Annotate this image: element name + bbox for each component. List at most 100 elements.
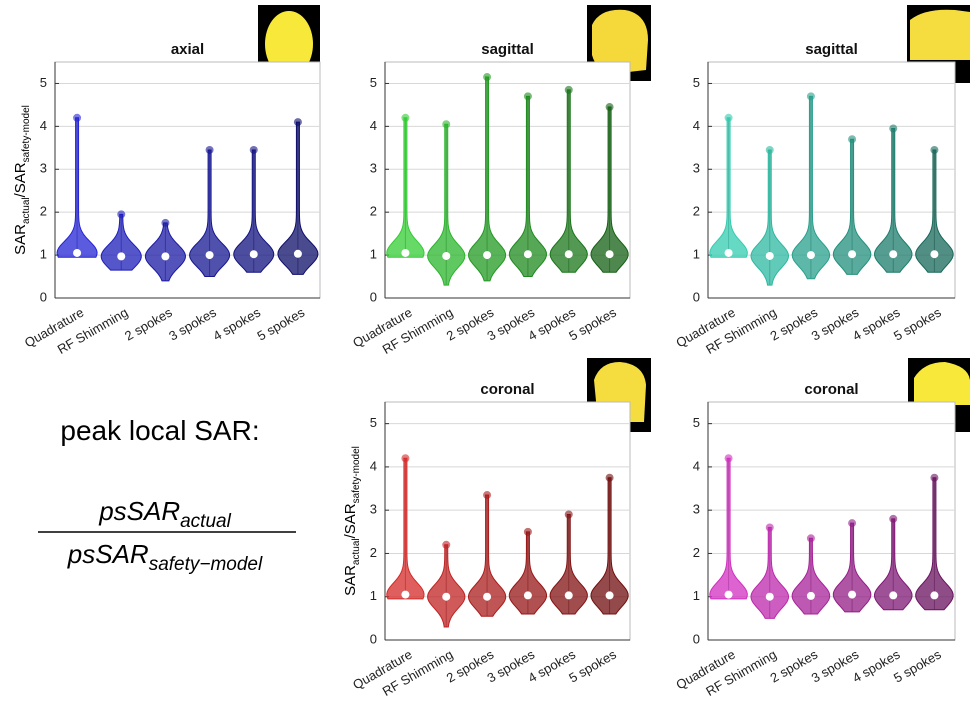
median-dot (206, 251, 214, 259)
max-point (117, 210, 125, 218)
y-tick-label: 2 (370, 204, 377, 219)
max-point (524, 528, 532, 536)
max-point (848, 135, 856, 143)
y-label-base: SAR (12, 224, 29, 255)
y-tick-label: 3 (693, 502, 700, 517)
median-dot (807, 251, 815, 259)
max-point (565, 511, 573, 519)
formula-numerator: psSARactual (98, 496, 231, 532)
formula: peak local SAR: psSARactual psSARsafety−… (38, 415, 296, 575)
median-dot (807, 592, 815, 600)
numerator-base: psSAR (98, 496, 180, 526)
denominator-sub: safety−model (149, 554, 263, 575)
thumbnail-head (910, 10, 970, 60)
y-tick-label: 2 (370, 545, 377, 560)
median-dot (606, 591, 614, 599)
max-point (725, 454, 733, 462)
plot-area (385, 62, 630, 298)
y-tick-label: 1 (693, 588, 700, 603)
y-tick-label: 4 (40, 118, 47, 133)
x-tick-label: 5 spokes (891, 304, 944, 343)
max-point (848, 519, 856, 527)
median-dot (725, 591, 733, 599)
plot-area (708, 62, 955, 298)
y-tick-label: 3 (40, 161, 47, 176)
chart: 012345sagittalQuadratureRF Shimming2 spo… (673, 41, 955, 357)
median-dot (766, 593, 774, 601)
median-dot (524, 591, 532, 599)
median-dot (524, 250, 532, 258)
chart-title: sagittal (481, 41, 534, 58)
max-point (250, 146, 258, 154)
max-point (483, 491, 491, 499)
y-tick-label: 2 (693, 204, 700, 219)
x-tick-label: 3 spokes (166, 304, 219, 343)
x-tick-label: 2 spokes (122, 304, 175, 343)
max-point (889, 515, 897, 523)
max-point (930, 146, 938, 154)
median-dot (565, 591, 573, 599)
median-dot (483, 593, 491, 601)
median-dot (442, 593, 450, 601)
y-tick-label: 2 (693, 545, 700, 560)
denominator-base: psSAR (67, 539, 149, 569)
y-tick-label: 4 (693, 118, 700, 133)
y-label-sub: safety-model (21, 105, 32, 162)
chart-title: axial (171, 41, 204, 58)
max-point (725, 114, 733, 122)
numerator-sub: actual (180, 511, 231, 532)
y-tick-label: 5 (693, 75, 700, 90)
median-dot (161, 252, 169, 260)
page: {"chart_data": [ {"type": "violin", "tit… (0, 0, 970, 710)
chart-title: coronal (804, 381, 858, 398)
median-dot (848, 250, 856, 258)
y-tick-label: 5 (370, 415, 377, 430)
y-label-base: SAR (342, 565, 359, 596)
formula-denominator: psSARsafety−model (67, 539, 263, 575)
y-axis-label: SARactual/SARsafety-model (12, 105, 32, 255)
y-tick-label: 1 (693, 247, 700, 262)
x-tick-label: 5 spokes (566, 646, 619, 685)
median-dot (889, 250, 897, 258)
median-dot (930, 250, 938, 258)
max-point (606, 474, 614, 482)
median-dot (848, 591, 856, 599)
y-tick-label: 0 (693, 289, 700, 304)
median-dot (442, 252, 450, 260)
max-point (483, 73, 491, 81)
median-dot (930, 591, 938, 599)
max-point (401, 454, 409, 462)
y-tick-label: 0 (370, 289, 377, 304)
max-point (807, 92, 815, 100)
y-label-base: /SAR (12, 162, 29, 197)
max-point (889, 125, 897, 133)
x-tick-label: 5 spokes (566, 304, 619, 343)
median-dot (401, 591, 409, 599)
max-point (73, 114, 81, 122)
max-point (161, 219, 169, 227)
figure: peak local SAR: psSARactual psSARsafety−… (0, 0, 970, 705)
plot-area (385, 402, 630, 640)
y-tick-label: 1 (370, 247, 377, 262)
y-tick-label: 3 (370, 161, 377, 176)
median-dot (606, 250, 614, 258)
median-dot (766, 252, 774, 260)
y-tick-label: 2 (40, 204, 47, 219)
y-tick-label: 1 (370, 588, 377, 603)
x-tick-label: 4 spokes (210, 304, 263, 343)
max-point (807, 534, 815, 542)
max-point (930, 474, 938, 482)
formula-caption: peak local SAR: (60, 415, 259, 446)
y-tick-label: 5 (693, 415, 700, 430)
max-point (401, 114, 409, 122)
median-dot (294, 250, 302, 258)
median-dot (889, 591, 897, 599)
max-point (565, 86, 573, 94)
median-dot (401, 249, 409, 257)
y-axis-label: SARactual/SARsafety-model (342, 446, 362, 596)
chart-title: sagittal (805, 41, 858, 58)
median-dot (483, 251, 491, 259)
